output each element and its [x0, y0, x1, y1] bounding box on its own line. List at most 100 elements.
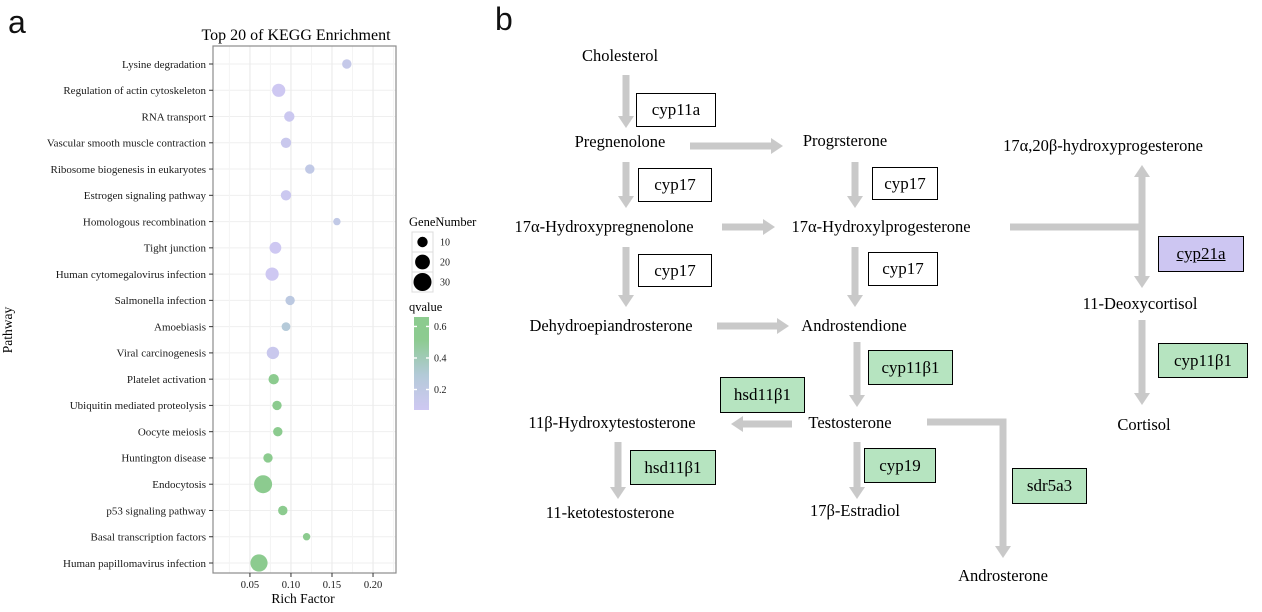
enzyme-box-cyp17: cyp17	[638, 254, 712, 287]
chart-dot	[268, 374, 279, 385]
chart-dot	[342, 59, 352, 69]
chart-legend: GeneNumber qvalue 10 20 30 0.6 0.4 0.2	[409, 215, 477, 410]
arrow-junction-to-17-20-hydroxyprogesterone	[1134, 165, 1150, 228]
arrow-testosterone-to-11-hydroxytestosterone	[731, 416, 792, 432]
compound-androsterone: Androsterone	[958, 566, 1048, 585]
chart-dot	[272, 400, 282, 411]
legend-size-keys: 10 20 30	[411, 231, 450, 293]
arrow-17-hydroxylprogesterone-to-androstendione	[847, 247, 863, 307]
compound-dehydroepiandrosterone: Dehydroepiandrosterone	[529, 316, 693, 335]
y-tick-label: Platelet activation	[127, 374, 207, 386]
y-tick-label: Lysine degradation	[122, 59, 207, 71]
y-tick-label: Vascular smooth muscle contraction	[47, 138, 207, 150]
compound-17-20-hydroxyprogesterone: 17α,20β-hydroxyprogesterone	[1003, 136, 1203, 155]
arrow-17-hydroxypregnenolone-to-17-hydroxylprogesterone	[722, 219, 775, 235]
chart-dot	[280, 137, 292, 148]
y-tick-label: RNA transport	[142, 111, 206, 123]
chart-dot	[278, 505, 288, 516]
arrow-junction-to-11-deoxycortisol	[1134, 226, 1150, 288]
chart-dot	[284, 111, 295, 122]
chart-dot	[269, 241, 282, 254]
arrow-progrsterone-to-17-hydroxylprogesterone	[847, 162, 863, 208]
legend-size-label: 30	[440, 278, 450, 289]
y-tick-label: Human papillomavirus infection	[63, 558, 206, 570]
chart-gridlines	[213, 46, 396, 573]
chart-dot	[333, 217, 341, 226]
y-tick-label: Tight junction	[144, 243, 207, 255]
chart-dot	[265, 267, 279, 281]
y-tick-label: Ubiquitin mediated proteolysis	[70, 400, 206, 412]
chart-dot	[272, 83, 286, 97]
y-tick-label: Human cytomegalovirus infection	[56, 269, 207, 281]
chart-dot	[280, 190, 292, 201]
y-tick-label: Viral carcinogenesis	[117, 348, 206, 360]
arrow-androstendione-to-testosterone	[849, 342, 865, 407]
arrow-17-hydroxypregnenolone-to-dehydroepiandrosterone	[618, 247, 634, 307]
legend-size-label: 20	[440, 258, 450, 269]
legend-color-title: qvalue	[409, 300, 443, 314]
legend-size-dot	[415, 254, 430, 270]
x-tick-label: 0.05	[241, 580, 259, 591]
compound-cholesterol: Cholesterol	[581, 46, 659, 65]
kegg-enrichment-panel: 0.05 0.10 0.15 0.20 Lysine degradation Regula…	[0, 0, 495, 612]
y-axis-label: Pathway	[0, 307, 15, 354]
arrow-cholesterol-to-pregnenolone	[618, 75, 634, 128]
legend-color-tick-label: 0.6	[434, 322, 447, 333]
chart-axes: 0.05 0.10 0.15 0.20 Lysine degradation Regula…	[47, 45, 397, 591]
enzyme-box-hsd11-1: hsd11β1	[630, 450, 716, 485]
chart-dot	[305, 164, 315, 174]
arrow-11-deoxycortisol-to-cortisol	[1134, 320, 1150, 405]
legend-color-tick-label: 0.2	[434, 385, 447, 396]
y-tick-label: p53 signaling pathway	[106, 505, 206, 517]
enzyme-box-cyp17: cyp17	[868, 252, 938, 286]
chart-dot	[281, 322, 291, 331]
legend-size-dot	[417, 236, 428, 248]
compound-17-hydroxylprogesterone: 17α-Hydroxylprogesterone	[791, 217, 971, 236]
arrow-dehydroepiandrosterone-to-androstendione	[717, 318, 789, 334]
panel-b-label: b	[495, 1, 513, 37]
chart-dots	[250, 59, 352, 572]
legend-size-label: 10	[440, 238, 450, 249]
legend-color-bar: 0.6 0.4 0.2	[414, 317, 447, 410]
x-tick-label: 0.10	[282, 580, 300, 591]
enzyme-box-sdr5a3: sdr5a3	[1012, 468, 1087, 504]
arrow-11-hydroxytestosterone-to-11-ketotestosterone	[610, 442, 626, 499]
kegg-enrichment-chart: 0.05 0.10 0.15 0.20 Lysine degradation Regula…	[0, 27, 477, 606]
enzyme-box-cyp11-1: cyp11β1	[1158, 343, 1248, 378]
arrow-testosterone-to-17-estradiol	[849, 442, 865, 499]
arrow-testosterone-to-androsterone	[927, 418, 1011, 558]
legend-color-tick-label: 0.4	[434, 353, 447, 364]
chart-dot	[263, 453, 273, 463]
compound-progrsterone: Progrsterone	[802, 131, 888, 150]
x-tick-label: 0.15	[323, 580, 341, 591]
chart-dot	[266, 346, 280, 360]
legend-size-dot	[413, 273, 432, 291]
y-tick-label: Regulation of actin cytoskeleton	[63, 85, 206, 97]
compound-17-estradiol: 17β-Estradiol	[810, 501, 900, 520]
qvalue-gradient-bar	[414, 317, 429, 410]
compound-11-hydroxytestosterone: 11β-Hydroxytestosterone	[528, 413, 696, 432]
chart-title: Top 20 of KEGG Enrichment	[201, 27, 391, 44]
y-tick-label: Estrogen signaling pathway	[84, 190, 207, 202]
chart-dot	[285, 295, 295, 306]
enzyme-box-cyp11-1: cyp11β1	[868, 350, 953, 385]
x-axis-label: Rich Factor	[271, 591, 335, 606]
compound-17-hydroxypregnenolone: 17α-Hydroxypregnenolone	[514, 217, 694, 236]
compound-androstendione: Androstendione	[801, 316, 907, 335]
chart-dot	[302, 533, 311, 541]
enzyme-box-cyp11a: cyp11a	[636, 93, 716, 127]
arrow-pregnenolone-to-17-hydroxypregnenolone	[618, 162, 634, 208]
arrow-pregnenolone-to-progrsterone	[690, 138, 783, 154]
y-tick-label: Basal transcription factors	[91, 532, 206, 544]
y-tick-label: Huntington disease	[121, 453, 206, 465]
y-tick-label: Amoebiasis	[154, 321, 206, 333]
enzyme-box-cyp17: cyp17	[872, 167, 938, 200]
enzyme-box-cyp19: cyp19	[864, 448, 936, 483]
x-tick-label: 0.20	[364, 580, 382, 591]
chart-dot	[254, 475, 273, 494]
panel-a-label: a	[8, 4, 26, 40]
compound-pregnenolone: Pregnenolone	[574, 132, 666, 151]
compound-cortisol: Cortisol	[1117, 415, 1171, 434]
compound-11-deoxycortisol: 11-Deoxycortisol	[1082, 294, 1198, 313]
chart-dot	[273, 427, 283, 437]
